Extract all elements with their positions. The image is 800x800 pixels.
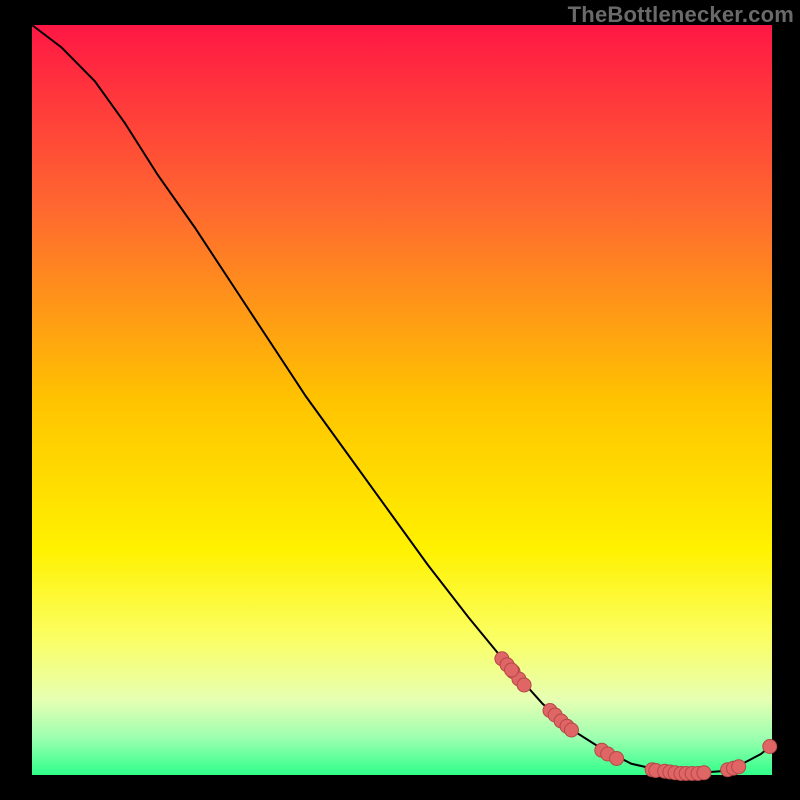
chart-svg [0,0,800,800]
plot-background [32,25,772,775]
data-point-marker [564,723,578,737]
data-point-marker [697,766,711,780]
data-point-marker [505,663,519,677]
data-point-marker [732,760,746,774]
data-point-marker [610,752,624,766]
data-point-marker [763,740,777,754]
data-point-marker [517,678,531,692]
chart-container: { "watermark": { "text": "TheBottlenecke… [0,0,800,800]
